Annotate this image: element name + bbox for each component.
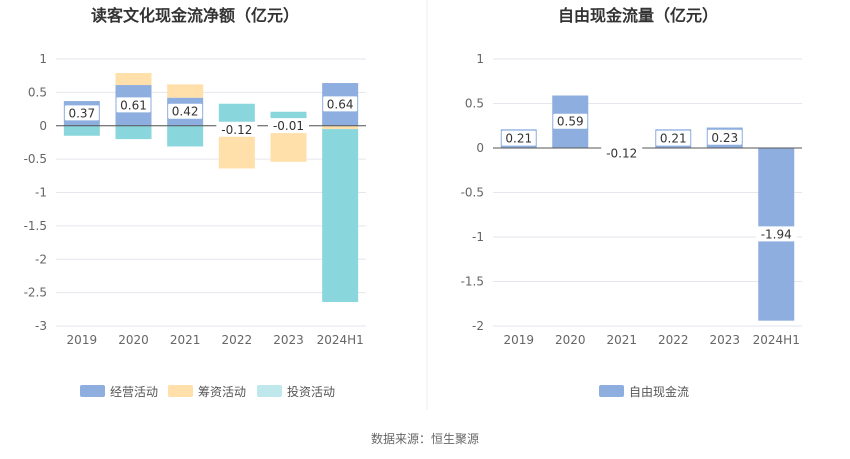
data-label: -1.94 — [761, 227, 792, 241]
left-chart: 1 0.5 0 -0.5 -1 -1.5 -2 -2.5 -3 2019 2020 2021 2022 2… — [24, 52, 366, 347]
y-tick-label: 0 — [39, 119, 47, 133]
data-label: -0.12 — [606, 146, 637, 160]
y-tick-label: 1 — [39, 52, 47, 66]
bar-筹资活动 — [218, 133, 255, 169]
legend-label[interactable]: 筹资活动 — [198, 385, 246, 399]
x-tick-label: 2020 — [555, 333, 586, 347]
data-label: -0.01 — [273, 119, 304, 133]
y-tick-label: -0.5 — [24, 152, 47, 166]
data-label-bg — [64, 105, 99, 121]
bar-投资活动 — [115, 125, 152, 140]
y-tick-label: -1.5 — [461, 275, 484, 289]
data-label-bg — [168, 103, 203, 119]
data-label: 0.21 — [505, 132, 532, 146]
data-label-bg — [268, 118, 309, 134]
x-tick-label: 2020 — [118, 333, 149, 347]
data-label: 0.21 — [660, 132, 687, 146]
right-chart-title: 自由现金流量（亿元） — [558, 6, 718, 25]
left-chart-legend: 经营活动 筹资活动 投资活动 — [80, 384, 335, 399]
y-tick-label: -0.5 — [461, 186, 484, 200]
y-tick-label: -2.5 — [24, 286, 47, 300]
bar-投资活动 — [167, 125, 204, 147]
data-label-bg — [116, 97, 151, 113]
right-chart: 1 0.5 0 -0.5 -1 -1.5 -2 2019 2020 2021 2022 2023 202… — [461, 52, 802, 347]
y-tick-label: -2 — [35, 252, 47, 266]
data-label: 0.64 — [327, 97, 354, 111]
bar-投资活动 — [322, 129, 359, 302]
x-tick-label: 2021 — [606, 333, 637, 347]
data-label-bg — [323, 96, 358, 112]
y-tick-label: 0.5 — [465, 97, 484, 111]
data-label-bg — [216, 121, 258, 137]
x-tick-label: 2022 — [658, 333, 689, 347]
data-label: 0.37 — [68, 106, 95, 120]
legend-label[interactable]: 投资活动 — [287, 384, 335, 399]
x-tick-label: 2024H1 — [753, 333, 800, 347]
y-tick-label: 0 — [476, 141, 484, 155]
data-label: 0.59 — [557, 115, 584, 129]
legend-swatch[interactable] — [599, 385, 624, 397]
y-tick-label: -1 — [472, 230, 484, 244]
legend-label[interactable]: 自由现金流 — [629, 384, 689, 399]
data-label-bg — [501, 130, 536, 146]
y-tick-label: 1 — [476, 52, 484, 66]
x-tick-label: 2019 — [503, 333, 534, 347]
legend-swatch[interactable] — [168, 385, 193, 397]
x-tick-label: 2021 — [170, 333, 201, 347]
data-label-bg — [601, 145, 643, 161]
data-label: 0.61 — [120, 98, 147, 112]
bar-投资活动 — [63, 125, 100, 136]
legend-swatch[interactable] — [80, 385, 105, 397]
x-tick-label: 2023 — [709, 333, 740, 347]
bar-投资活动 — [218, 103, 255, 126]
data-label-bg — [553, 113, 588, 129]
x-tick-label: 2019 — [67, 333, 98, 347]
x-tick-label: 2024H1 — [317, 333, 364, 347]
legend-swatch[interactable] — [257, 385, 282, 397]
x-tick-label: 2022 — [222, 333, 253, 347]
data-label: 0.42 — [172, 105, 199, 119]
data-label-bg — [656, 130, 691, 146]
data-label-bg — [755, 226, 797, 242]
data-source-note: 数据来源：恒生聚源 — [371, 431, 479, 446]
y-tick-label: -2 — [472, 319, 484, 333]
x-tick-label: 2023 — [273, 333, 304, 347]
right-chart-legend: 自由现金流 — [599, 384, 689, 399]
legend-label[interactable]: 经营活动 — [110, 385, 158, 399]
y-tick-label: -1 — [35, 186, 47, 200]
y-tick-label: -1.5 — [24, 219, 47, 233]
bar-筹资活动 — [115, 73, 152, 86]
data-label: -0.12 — [221, 123, 252, 137]
data-label-bg — [707, 129, 742, 145]
data-label: 0.23 — [711, 131, 738, 145]
bar-筹资活动 — [322, 125, 359, 130]
y-tick-label: -3 — [35, 319, 47, 333]
left-chart-title: 读客文化现金流净额（亿元） — [91, 6, 299, 25]
y-tick-label: 0.5 — [28, 85, 47, 99]
bar-筹资活动 — [167, 84, 204, 98]
